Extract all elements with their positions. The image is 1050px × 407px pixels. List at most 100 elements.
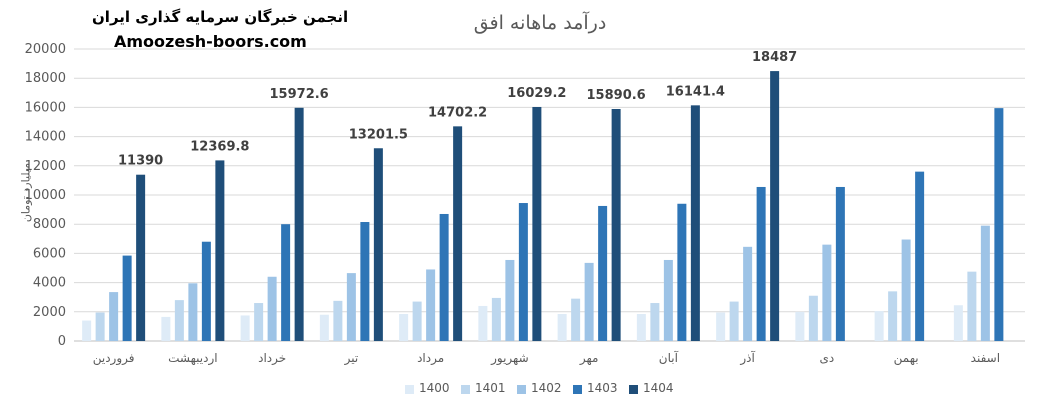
legend-label: 1403 [587,381,618,395]
bar-1401-7 [571,298,581,341]
bar-1403-4 [360,222,370,341]
y-tick-label: 14000 [25,130,66,145]
bar-1401-6 [491,297,501,341]
y-axis-ticks: 0 2000 4000 6000 8000 10000 12000 14000 16000 180… [25,42,66,349]
bar-1403-1 [122,255,132,341]
bar-1400-8 [636,313,646,341]
bar-1401-8 [650,303,660,341]
bar-1402-8 [663,259,673,341]
bar-1401-3 [254,303,264,341]
y-tick-label: 10000 [25,188,66,203]
bar-1402-1 [109,292,119,341]
bar-1400-12 [953,305,963,341]
bar-1403-8 [677,203,687,341]
bar-1403-11 [915,171,925,341]
bar-1400-1 [82,320,92,341]
bar-1403-10 [835,186,845,341]
legend-label: 1401 [475,381,506,395]
bar-1400-9 [716,312,726,341]
bar-1402-11 [901,239,911,341]
data-label: 15972.6 [270,87,329,102]
bar-1401-11 [888,291,898,341]
bar-1403-3 [281,224,291,341]
data-label: 16029.2 [507,86,566,101]
y-tick-label: 0 [58,334,66,349]
legend-label: 1400 [419,381,450,395]
x-category-label: خرداد [258,351,286,366]
bar-1404-8 [690,105,700,341]
x-category-label: اردیبهشت [168,351,217,366]
bar-1401-10 [808,295,818,341]
legend-swatch [405,385,414,394]
bar-1404-6 [532,106,542,341]
data-label: 13201.5 [349,127,408,142]
x-category-label: شهریور [490,351,529,366]
bar-1402-2 [188,283,198,341]
legend: 1400 1401 1402 1403 1404 [0,380,1050,400]
legend-swatch [461,385,470,394]
bar-1402-9 [743,246,753,341]
chart-title: درآمد ماهانه افق [473,12,607,34]
bar-1401-1 [95,312,105,341]
gridlines [74,48,1025,342]
y-tick-label: 6000 [33,246,66,261]
x-axis-categories: فروردین اردیبهشت خرداد تیر مرداد شهریور مهر آبا… [93,350,1000,366]
bar-1403-7 [598,205,608,341]
x-category-label: مهر [579,351,599,366]
x-category-label: بهمن [894,351,919,366]
bar-series [82,71,1004,342]
x-category-label: اسفند [971,351,1000,365]
brand-org-name: انجمن خبرگان سرمایه گذاری ایران [92,8,349,26]
bar-1403-6 [518,203,528,341]
bar-1400-10 [795,311,805,341]
bar-1403-9 [756,186,766,341]
x-category-label: فروردین [93,351,135,366]
bar-1400-6 [478,305,488,341]
y-tick-label: 16000 [25,100,66,115]
bar-1403-5 [439,213,449,341]
y-tick-label: 2000 [33,305,66,320]
bar-1402-3 [267,276,277,341]
bar-1401-9 [729,301,739,341]
bar-1402-10 [822,244,832,341]
x-category-label: آذر [739,350,755,366]
data-label: 11390 [118,154,163,169]
x-category-label: مرداد [417,351,444,366]
brand-website: Amoozesh-boors.com [114,32,307,51]
bar-1404-2 [215,160,225,341]
bar-1400-5 [399,313,409,341]
bar-1400-3 [240,315,250,341]
legend-swatch [517,385,526,394]
bar-1402-7 [584,262,594,341]
data-label: 14702.2 [428,105,487,120]
bar-1402-6 [505,259,515,341]
legend-label: 1402 [531,381,562,395]
legend-label: 1404 [643,381,674,395]
bar-1402-4 [346,273,356,341]
bar-1404-1 [136,174,146,341]
bar-1400-7 [557,313,567,341]
bar-1401-12 [967,271,977,341]
data-label: 16141.4 [666,84,725,99]
bar-1401-2 [174,300,184,341]
x-category-label: تیر [344,351,359,366]
x-category-label: آبان [659,350,679,365]
bar-1403-2 [201,241,211,341]
data-label: 18487 [752,50,797,65]
bar-1401-4 [333,300,343,341]
y-tick-label: 20000 [25,42,66,57]
bar-1404-3 [294,107,304,341]
bar-1400-11 [874,311,884,341]
bar-1402-5 [426,269,436,341]
bar-1400-4 [319,314,329,341]
x-category-label: دی [820,351,835,365]
bar-1403-12 [994,108,1004,341]
y-tick-label: 18000 [25,71,66,86]
bar-1404-9 [770,71,780,342]
legend-swatch [573,385,582,394]
bar-1402-12 [980,225,990,341]
y-axis-label: میلیارد تومان [19,162,33,223]
bar-1401-5 [412,301,422,341]
legend-swatch [629,385,638,394]
